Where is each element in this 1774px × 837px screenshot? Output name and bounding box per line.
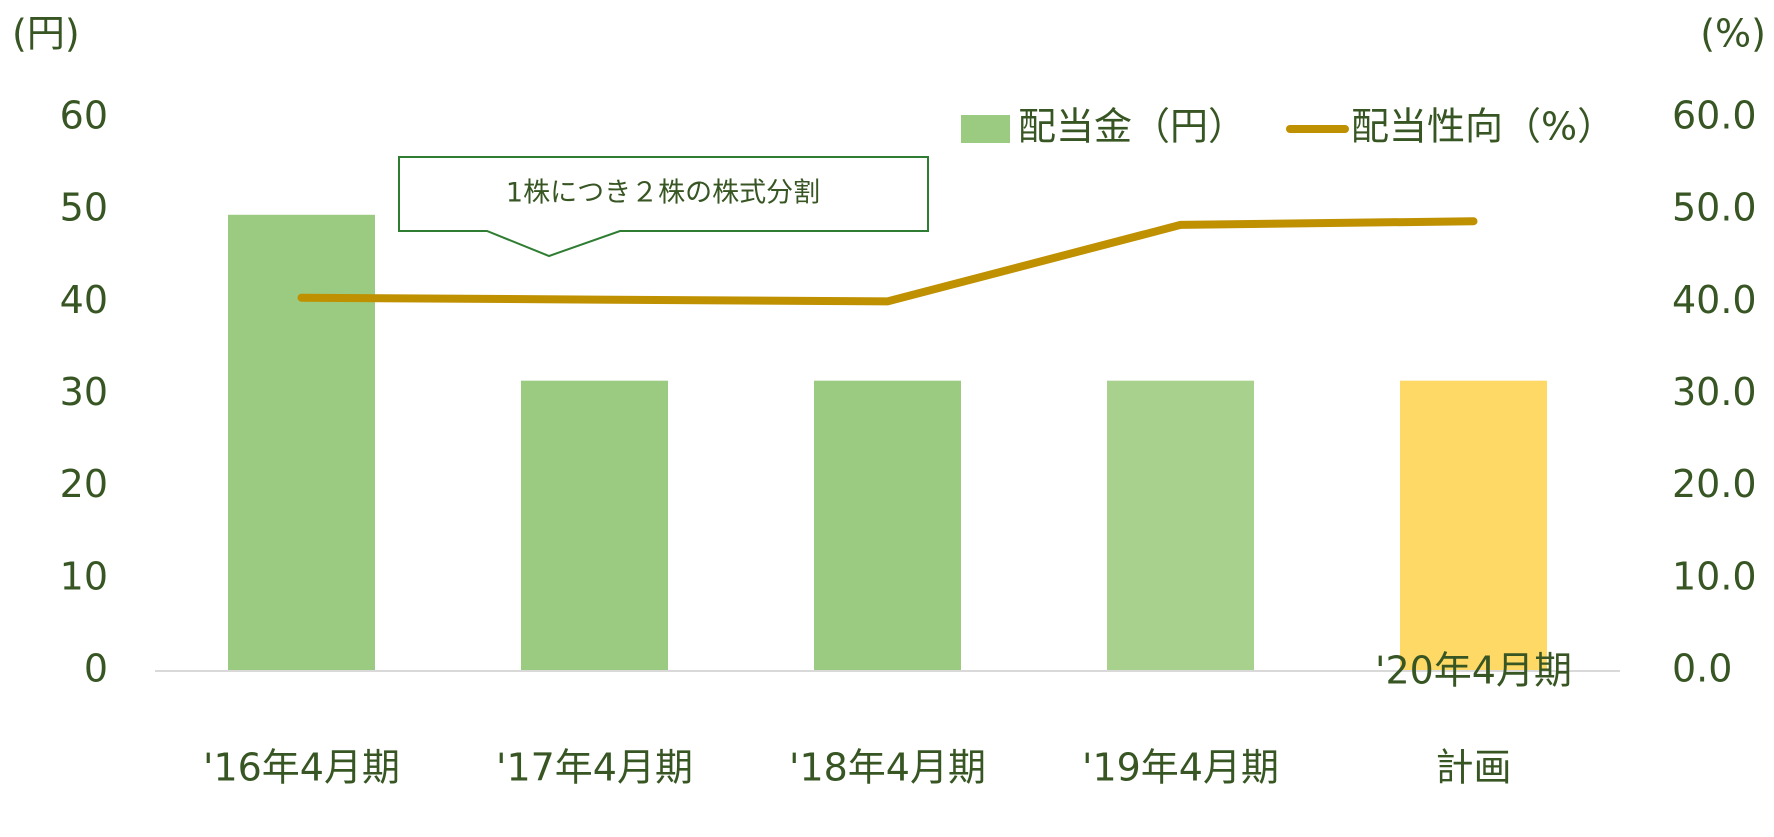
y-tick-label: 0 <box>84 647 108 691</box>
y2-tick-label: 0.0 <box>1672 647 1732 691</box>
bar <box>1107 380 1254 671</box>
y2-tick-label: 50.0 <box>1672 186 1757 230</box>
x-tick-label: 計画 <box>1435 746 1511 790</box>
legend-label: 配当性向（%） <box>1351 105 1615 149</box>
y-tick-label: 30 <box>60 370 108 414</box>
x-tick-label: '19年4月期 <box>1082 746 1279 790</box>
y2-tick-label: 10.0 <box>1672 554 1757 598</box>
y2-axis-unit: (%) <box>1700 12 1766 56</box>
annotation-callout <box>398 156 929 258</box>
x-tick-label: '17年4月期 <box>496 746 693 790</box>
bar <box>228 214 375 671</box>
bar <box>521 380 668 671</box>
y-axis-unit: (円) <box>12 12 80 56</box>
x-tick-label: '18年4月期 <box>789 746 986 790</box>
y2-tick-label: 20.0 <box>1672 462 1757 506</box>
y-tick-label: 40 <box>60 278 108 322</box>
legend-label: 配当金（円） <box>1018 105 1246 149</box>
x-tick-label: '20年4月期 <box>1375 649 1572 693</box>
annotation: 1株につき２株の株式分割 <box>398 156 929 258</box>
annotation-text: 1株につき２株の株式分割 <box>506 178 820 209</box>
y-tick-label: 20 <box>60 462 108 506</box>
x-tick-label: '16年4月期 <box>203 746 400 790</box>
bar <box>814 380 961 671</box>
legend-swatch <box>961 115 1010 143</box>
y-tick-label: 10 <box>60 554 108 598</box>
y-tick-label: 60 <box>60 94 108 138</box>
line <box>297 217 1478 306</box>
y2-tick-label: 40.0 <box>1672 278 1757 322</box>
y-tick-label: 50 <box>60 186 108 230</box>
bar <box>1400 380 1547 671</box>
y2-tick-label: 30.0 <box>1672 370 1757 414</box>
y2-tick-label: 60.0 <box>1672 94 1757 138</box>
